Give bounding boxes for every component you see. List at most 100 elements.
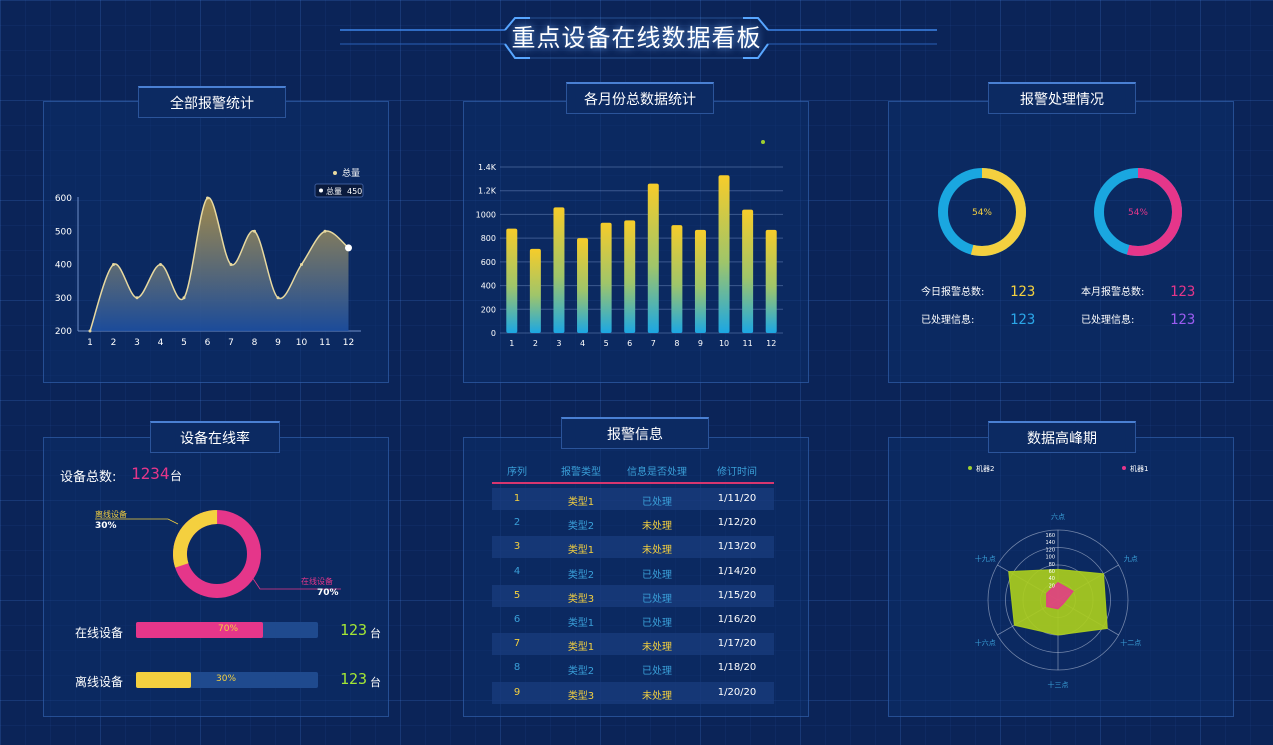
- tooltip-label: 总量: [326, 186, 342, 196]
- area-fill: [90, 197, 349, 331]
- bar-2: [529, 248, 541, 333]
- panel-title-alarm-info: 报警信息: [561, 417, 709, 449]
- stat-today-total-label: 今日报警总数:: [921, 285, 984, 298]
- area-point-12: [345, 244, 352, 252]
- cell-handled: 已处理: [642, 569, 672, 581]
- cell-index: 2: [513, 517, 521, 529]
- cell-type: 类型1: [567, 545, 595, 557]
- y-tick-800: 800: [481, 234, 496, 243]
- bar-1: [506, 228, 518, 333]
- offline-progress-fill: [136, 672, 191, 688]
- col-header-index: 序列: [507, 467, 527, 478]
- radar-indicator-label: 十六点: [975, 638, 996, 647]
- y-tick-400: 400: [481, 282, 496, 291]
- bar-3: [553, 207, 565, 333]
- cell-index: 6: [513, 614, 521, 625]
- bar-8: [671, 225, 683, 333]
- offline-leader-line: [95, 518, 179, 525]
- table-row[interactable]: 1 类型1 已处理 1/11/20: [492, 488, 774, 510]
- x-tick-6: 6: [627, 339, 632, 348]
- tooltip-value: 450: [347, 187, 362, 196]
- stat-today-total-value: 123: [1010, 284, 1035, 300]
- y-tick-600: 600: [55, 194, 72, 204]
- bar-12: [765, 229, 777, 333]
- bar-4: [577, 238, 589, 333]
- table-row[interactable]: 8 类型2 已处理 1/18/20: [492, 657, 774, 679]
- stat-today-handled-value: 123: [1010, 312, 1035, 328]
- cell-time: 1/15/20: [717, 589, 757, 601]
- x-tick-12: 12: [343, 338, 354, 348]
- cell-handled: 已处理: [642, 666, 672, 678]
- radar-scale-label: 100: [1045, 555, 1055, 561]
- offline-progress-track: 30%: [136, 672, 318, 688]
- x-tick-2: 2: [533, 339, 538, 348]
- x-tick-5: 5: [181, 338, 187, 348]
- x-tick-1: 1: [87, 338, 93, 348]
- stat-today-handled-label: 已处理信息:: [921, 313, 974, 326]
- y-tick-200: 200: [55, 327, 72, 337]
- cell-time: 1/13/20: [717, 541, 757, 553]
- panel-title-monthly: 各月份总数据统计: [566, 82, 714, 114]
- table-row[interactable]: 6 类型1 已处理 1/16/20: [492, 609, 774, 631]
- x-tick-7: 7: [651, 339, 656, 348]
- offline-callout-percent: 30%: [95, 521, 117, 531]
- panel-title-alarm-handle: 报警处理情况: [988, 82, 1136, 114]
- stat-month-total-label: 本月报警总数:: [1081, 285, 1144, 298]
- online-donut-chart: 离线设备 30% 在线设备 70%: [95, 509, 341, 598]
- online-leader-line: [251, 576, 341, 590]
- cell-index: 7: [513, 638, 521, 650]
- table-row[interactable]: 7 类型1 未处理 1/17/20: [492, 633, 774, 656]
- radar-indicator-label: 十三点: [1048, 680, 1069, 689]
- area-point-3: [135, 296, 139, 300]
- bar-6: [624, 220, 636, 333]
- device-total-label: 设备总数:: [60, 470, 117, 485]
- radar-indicator-label: 六点: [1051, 512, 1065, 521]
- x-tick-5: 5: [604, 339, 609, 348]
- x-tick-3: 3: [134, 338, 140, 348]
- radar-scale-label: 160: [1045, 533, 1055, 539]
- cell-index: 9: [513, 686, 521, 698]
- cell-type: 类型2: [567, 521, 595, 533]
- area-point-6: [206, 196, 209, 200]
- table-row[interactable]: 9 类型3 未处理 1/20/20: [492, 681, 774, 704]
- cell-handled: 未处理: [642, 642, 672, 654]
- x-tick-11: 11: [319, 338, 330, 348]
- legend-dot: [761, 140, 765, 144]
- online-progress-track: 70%: [136, 622, 318, 638]
- tooltip-box: [314, 183, 364, 198]
- cell-time: 1/17/20: [717, 638, 757, 650]
- table-row[interactable]: 5 类型3 已处理 1/15/20: [492, 584, 774, 607]
- bar-10: [718, 175, 730, 333]
- offline-bar-unit: 台: [370, 676, 381, 689]
- offline-progress-percent: 30%: [216, 674, 237, 684]
- x-tick-4: 4: [158, 338, 164, 348]
- y-tick-600: 600: [481, 258, 496, 267]
- cell-time: 1/11/20: [717, 493, 757, 504]
- area-point-9: [276, 296, 280, 300]
- online-bar-label: 在线设备: [75, 626, 124, 640]
- area-point-7: [229, 263, 233, 266]
- bar-5: [600, 222, 612, 333]
- cell-handled: 未处理: [642, 545, 672, 557]
- panel-title-alarm-stats: 全部报警统计: [138, 86, 286, 118]
- radar-series-机器1: [1046, 581, 1074, 610]
- x-tick-4: 4: [580, 339, 585, 348]
- table-row[interactable]: 2 类型2 未处理 1/12/20: [492, 512, 774, 534]
- cell-type: 类型1: [567, 497, 595, 508]
- offline-bar-value: 123: [340, 670, 368, 688]
- radar-scale-label: 20: [1049, 583, 1055, 589]
- cell-index: 4: [513, 565, 521, 577]
- cell-type: 类型2: [567, 569, 595, 581]
- cell-type: 类型2: [567, 666, 595, 678]
- online-callout-label: 在线设备: [301, 576, 333, 586]
- radar-scale-label: 80: [1049, 562, 1055, 568]
- y-tick-400: 400: [55, 261, 72, 271]
- table-row[interactable]: 4 类型2 已处理 1/14/20: [492, 561, 774, 583]
- legend-label: 总量: [342, 167, 360, 179]
- area-point-11: [323, 229, 327, 233]
- cell-time: 1/12/20: [717, 517, 757, 529]
- area-point-10: [300, 263, 303, 266]
- table-row[interactable]: 3 类型1 未处理 1/13/20: [492, 536, 774, 559]
- y-tick-200: 200: [481, 305, 496, 314]
